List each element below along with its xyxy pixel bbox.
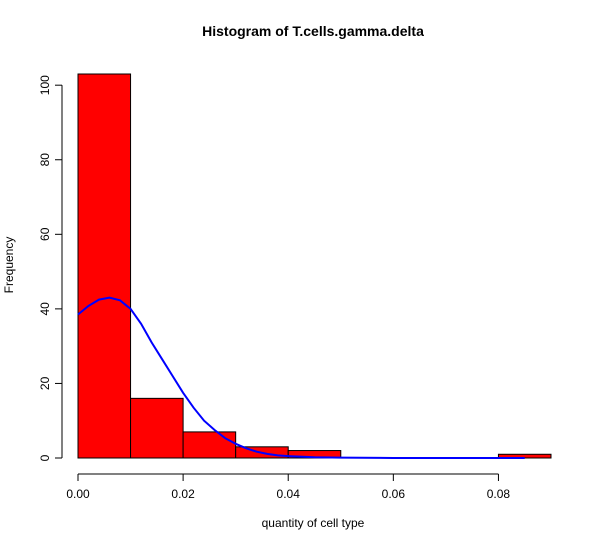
y-tick-label: 60 <box>38 227 52 241</box>
histogram-bars <box>77 73 552 459</box>
y-tick-label: 40 <box>38 302 52 316</box>
y-tick-label: 80 <box>38 153 52 167</box>
x-tick-label: 0.00 <box>66 487 90 501</box>
density-curve-group <box>77 296 525 459</box>
y-tick-label: 0 <box>38 454 52 461</box>
y-axis-label: Frequency <box>2 237 16 294</box>
y-axis: 0 20 40 60 80 100 <box>38 75 63 461</box>
x-tick-label: 0.02 <box>171 487 195 501</box>
histogram-bar <box>77 73 132 459</box>
y-tick-label: 100 <box>38 75 52 95</box>
histogram-bar <box>182 431 237 459</box>
histogram-bar <box>497 453 552 459</box>
x-tick-label: 0.08 <box>487 487 511 501</box>
x-tick-label: 0.04 <box>277 487 301 501</box>
x-axis-label: quantity of cell type <box>262 516 365 530</box>
chart-title: Histogram of T.cells.gamma.delta <box>202 23 424 39</box>
x-tick-label: 0.06 <box>382 487 406 501</box>
x-axis: 0.00 0.02 0.04 0.06 0.08 <box>66 473 511 501</box>
density-curve-line <box>77 296 525 459</box>
y-tick-label: 20 <box>38 376 52 390</box>
histogram-bar <box>130 397 184 459</box>
